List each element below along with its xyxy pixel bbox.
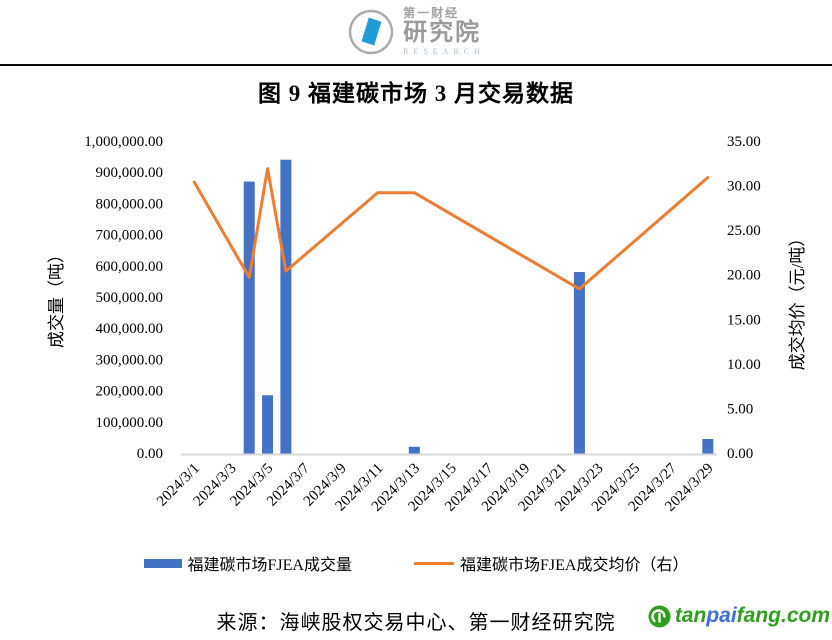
legend-price-swatch: [414, 561, 454, 565]
bar-2024/3/13: [408, 446, 420, 454]
logo-brand-sub: RESEARCH: [403, 46, 485, 56]
y-axis-left-tick: 1,000,000.00: [84, 134, 163, 150]
y-axis-right-tick: 35.00: [727, 134, 761, 150]
tanpaifang-logo-icon: [648, 605, 671, 627]
x-axis-tick: 2024/3/29: [662, 461, 716, 515]
y-axis-left-tick: 200,000.00: [96, 384, 164, 400]
y-axis-left-title: 成交量（吨）: [47, 246, 66, 348]
y-axis-right-tick: 15.00: [727, 312, 761, 328]
y-axis-left-tick: 500,000.00: [96, 290, 164, 306]
legend-price-label: 福建碳市场FJEA成交均价（右）: [460, 557, 689, 574]
x-axis-tick: 2024/3/19: [479, 461, 533, 515]
header-logo: 第一财经 研究院 RESEARCH: [0, 6, 832, 56]
logo-text: 第一财经 研究院 RESEARCH: [403, 7, 485, 56]
x-axis-tick: 2024/3/5: [227, 461, 276, 510]
y-axis-right-ticks: 0.00 5.00 10.00 15.00 20.00 25.00 30.00 35.00: [727, 134, 761, 462]
x-axis-tick: 2024/3/21: [516, 461, 570, 515]
y-axis-left-tick: 700,000.00: [96, 228, 164, 244]
x-axis-tick: 2024/3/15: [405, 461, 459, 515]
x-axis-tick: 2024/3/27: [626, 460, 681, 515]
y-axis-right-tick: 0.00: [727, 446, 753, 462]
y-axis-left-tick: 800,000.00: [96, 196, 164, 212]
yicai-institute-logo-icon: [348, 9, 394, 55]
legend: 福建碳市场FJEA成交量 福建碳市场FJEA成交均价（右）: [0, 551, 832, 575]
y-axis-right-tick: 25.00: [727, 223, 761, 239]
bar-2024/3/6: [280, 159, 292, 454]
chart-title: 图 9 福建碳市场 3 月交易数据: [258, 81, 574, 106]
legend-item-volume: 福建碳市场FJEA成交量: [143, 551, 352, 575]
x-axis-tick: 2024/3/1: [154, 461, 203, 510]
brand-text-fang: fang.com: [736, 604, 830, 627]
y-axis-left-tick: 0.00: [137, 446, 163, 462]
y-axis-right-title: 成交均价（元/吨）: [788, 230, 807, 371]
price-line: [192, 167, 710, 291]
brand-text-tan: tan: [674, 604, 707, 627]
x-axis-tick: 2024/3/7: [264, 460, 313, 509]
y-axis-left-tick: 600,000.00: [96, 259, 164, 275]
y-axis-left-tick: 100,000.00: [96, 415, 164, 431]
footer: 来源：海峡股权交易中心、第一财经研究院 tanpaifang.com: [0, 600, 832, 636]
y-axis-left-tick: 400,000.00: [96, 321, 164, 337]
bar-2024/3/22: [573, 272, 585, 454]
x-axis-tick: 2024/3/9: [301, 461, 350, 510]
logo-brand-top: 第一财经: [403, 5, 460, 20]
bar-2024/3/5: [262, 395, 274, 454]
bar-2024/3/4: [243, 181, 255, 454]
volume-bars: [243, 159, 714, 454]
x-axis-ticks: 2024/3/12024/3/32024/3/52024/3/72024/3/9…: [154, 460, 717, 515]
y-axis-right-tick: 30.00: [727, 179, 761, 195]
y-axis-right-tick: 10.00: [727, 357, 761, 373]
source-text: 来源：海峡股权交易中心、第一财经研究院: [216, 612, 616, 634]
tanpaifang-brand: tanpaifang.com: [648, 604, 830, 628]
x-axis-tick: 2024/3/25: [589, 461, 643, 515]
x-axis-tick: 2024/3/23: [552, 461, 606, 515]
x-axis-tick: 2024/3/11: [333, 461, 387, 515]
legend-volume-swatch: [143, 558, 182, 568]
logo-brand-main: 研究院: [403, 19, 482, 46]
x-axis-tick: 2024/3/17: [442, 460, 497, 515]
y-axis-right-tick: 5.00: [727, 401, 753, 417]
legend-item-price: 福建碳市场FJEA成交均价（右）: [414, 551, 688, 575]
header-divider: [0, 64, 832, 66]
brand-text: tanpaifang.com: [675, 604, 830, 628]
y-axis-left-tick: 300,000.00: [96, 352, 164, 368]
y-axis-right-tick: 20.00: [727, 268, 761, 284]
x-axis-tick: 2024/3/3: [191, 461, 240, 510]
brand-text-pai: pai: [706, 604, 737, 627]
legend-volume-label: 福建碳市场FJEA成交量: [187, 557, 352, 574]
x-axis-tick: 2024/3/13: [369, 461, 423, 515]
y-axis-left-ticks: 0.00 100,000.00 200,000.00 300,000.00 400,00…: [84, 134, 163, 462]
y-axis-left-tick: 900,000.00: [96, 165, 164, 181]
bar-2024/3/29: [702, 438, 714, 454]
